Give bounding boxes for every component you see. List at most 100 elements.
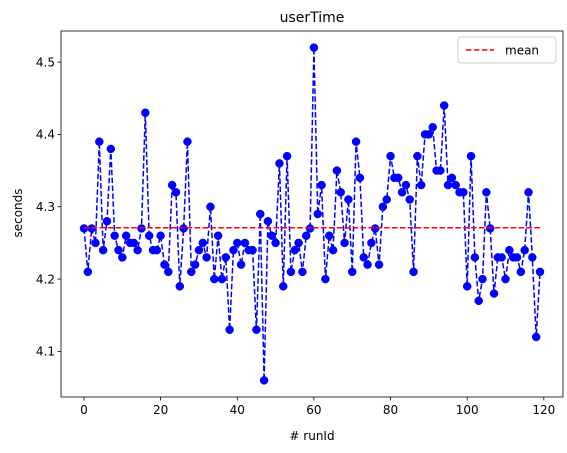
- usertime-data-point: [328, 245, 338, 255]
- usertime-data-point: [118, 253, 127, 262]
- usertime-data-point: [393, 173, 403, 183]
- usertime-data-point: [332, 166, 342, 175]
- usertime-data-point: [347, 267, 357, 277]
- usertime-data-point: [359, 253, 368, 262]
- usertime-data-point: [259, 376, 269, 385]
- usertime-data-point: [198, 238, 208, 248]
- usertime-data-point: [374, 260, 384, 269]
- x-tick-label: 100: [456, 403, 479, 417]
- usertime-data-point: [102, 216, 112, 226]
- y-tick-label: 4.2: [36, 272, 55, 286]
- legend-box: [457, 36, 557, 64]
- usertime-data-point: [512, 253, 522, 262]
- usertime-data-point: [524, 188, 533, 197]
- usertime-data-point: [183, 137, 192, 146]
- usertime-data-point: [531, 332, 541, 342]
- usertime-data-point: [409, 267, 418, 277]
- usertime-data-point: [367, 238, 376, 248]
- usertime-data-point: [401, 180, 411, 190]
- usertime-data-point: [501, 274, 510, 284]
- legend: mean: [457, 36, 557, 64]
- y-tick-label: 4.5: [36, 55, 55, 69]
- usertime-data-point: [482, 188, 491, 197]
- usertime-data-point: [156, 231, 165, 240]
- usertime-data-point: [267, 231, 277, 240]
- usertime-data-point: [302, 231, 311, 240]
- usertime-data-point: [397, 188, 407, 197]
- usertime-data-point: [133, 245, 142, 255]
- usertime-data-point: [378, 202, 388, 212]
- usertime-data-point: [340, 238, 349, 248]
- usertime-data-point: [386, 151, 395, 161]
- usertime-data-point: [459, 188, 468, 197]
- usertime-data-point: [298, 267, 307, 277]
- usertime-data-point: [351, 137, 361, 146]
- usertime-data-point: [424, 130, 434, 139]
- usertime-data-point: [110, 231, 119, 240]
- usertime-data-point: [160, 260, 169, 269]
- axes-frame: [60, 30, 564, 398]
- usertime-data-point: [233, 238, 242, 248]
- usertime-data-point: [95, 137, 104, 146]
- usertime-data-point: [106, 144, 116, 154]
- y-tick-label: 4.3: [36, 200, 55, 214]
- usertime-data-point: [451, 180, 460, 190]
- usertime-data-point: [141, 108, 150, 117]
- legend-mean-label: mean: [505, 44, 539, 58]
- usertime-data-point: [271, 238, 280, 248]
- chart-title: userTime: [280, 10, 345, 26]
- usertime-data-point: [443, 180, 453, 190]
- usertime-data-point: [263, 216, 273, 226]
- usertime-data-point: [164, 267, 173, 277]
- usertime-data-point: [229, 245, 238, 255]
- usertime-data-point: [470, 253, 480, 262]
- usertime-data-point: [428, 122, 437, 132]
- usertime-data-point: [213, 231, 223, 240]
- usertime-data-point: [167, 180, 177, 190]
- usertime-data-point: [129, 238, 139, 248]
- usertime-data-point: [528, 253, 537, 262]
- usertime-data-point: [114, 245, 123, 255]
- usertime-data-point: [294, 238, 303, 248]
- usertime-data-point: [187, 267, 196, 277]
- x-tick-label: 20: [153, 403, 168, 417]
- usertime-data-point: [275, 159, 284, 168]
- usertime-data-point: [121, 231, 131, 240]
- usertime-data-point: [217, 274, 227, 284]
- usertime-data-point: [221, 253, 231, 262]
- usertime-data-point: [321, 274, 330, 284]
- usertime-data-point: [309, 43, 319, 52]
- usertime-data-point: [447, 173, 457, 183]
- usertime-data-point: [478, 274, 487, 284]
- usertime-data-point: [439, 101, 449, 110]
- x-tick-label: 0: [80, 403, 88, 417]
- usertime-data-point: [497, 253, 506, 262]
- usertime-data-point: [171, 188, 181, 197]
- usertime-data-point: [344, 195, 353, 204]
- usertime-data-point: [317, 180, 326, 190]
- usertime-data-point: [382, 195, 391, 204]
- usertime-data-point: [516, 267, 526, 277]
- usertime-data-point: [83, 267, 93, 277]
- x-tick-label: 60: [306, 403, 321, 417]
- x-tick-label: 80: [383, 403, 398, 417]
- usertime-data-point: [416, 180, 426, 190]
- usertime-data-point: [489, 289, 499, 298]
- usertime-data-point: [505, 245, 514, 255]
- usertime-data-point: [279, 282, 288, 291]
- usertime-data-point: [206, 202, 215, 212]
- usertime-data-point: [144, 231, 154, 240]
- usertime-data-point: [282, 151, 292, 161]
- usertime-data-point: [225, 325, 234, 334]
- usertime-data-point: [436, 166, 445, 175]
- usertime-data-point: [202, 253, 211, 262]
- usertime-data-point: [466, 151, 476, 161]
- usertime-data-point: [240, 238, 250, 248]
- usertime-data-point: [152, 245, 162, 255]
- usertime-data-point: [194, 245, 204, 255]
- usertime-data-point: [190, 260, 200, 269]
- y-tick-label: 4.4: [36, 128, 55, 142]
- usertime-data-point: [355, 173, 365, 183]
- x-axis-title: # runId: [289, 429, 334, 443]
